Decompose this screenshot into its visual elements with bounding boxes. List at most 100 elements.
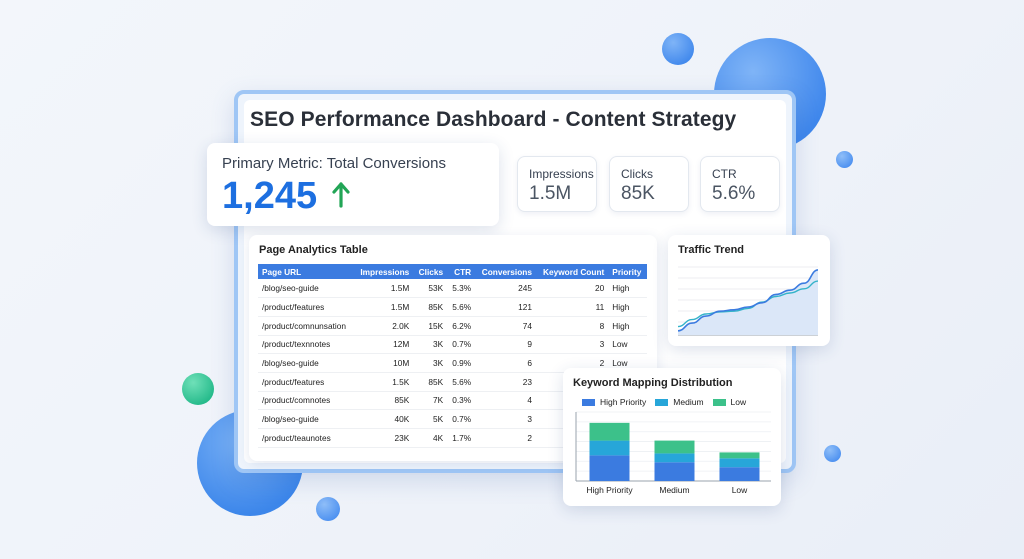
table-row[interactable]: /blog/seo-guide 1.5M 53K 5.3% 245 20 High bbox=[258, 279, 647, 299]
table-title: Page Analytics Table bbox=[259, 244, 368, 256]
legend-label: High Priority bbox=[600, 397, 647, 407]
primary-metric-label: Primary Metric: Total Conversions bbox=[222, 155, 446, 172]
table-cell: /product/comnunsation bbox=[258, 316, 354, 336]
table-cell: 7K bbox=[413, 391, 448, 411]
keyword-mapping-card: Keyword Mapping Distribution High Priori… bbox=[563, 368, 781, 506]
table-cell: /product/features bbox=[258, 372, 354, 392]
table-cell: 3 bbox=[535, 335, 609, 355]
column-header[interactable]: Keyword Count bbox=[535, 264, 609, 279]
x-tick-label: High Priority bbox=[586, 485, 633, 495]
legend-swatch bbox=[582, 398, 595, 406]
x-tick-label: Low bbox=[732, 485, 748, 495]
table-cell: /blog/seo-guide bbox=[258, 353, 354, 373]
table-cell: /product/features bbox=[258, 297, 354, 317]
table-cell: 1.5K bbox=[353, 372, 414, 392]
table-cell: 2.0K bbox=[353, 316, 414, 336]
table-cell: High bbox=[608, 297, 647, 317]
table-cell: 23 bbox=[475, 372, 536, 392]
legend-swatch bbox=[712, 398, 726, 406]
traffic-trend-chart bbox=[677, 266, 819, 336]
trend-line-secondary bbox=[677, 280, 819, 328]
table-cell: 10M bbox=[353, 353, 414, 373]
table-row[interactable]: /product/features 1.5M 85K 5.6% 121 11 High bbox=[258, 297, 647, 317]
column-header[interactable]: Conversions bbox=[475, 264, 536, 279]
trend-line-primary bbox=[677, 269, 819, 332]
bar-segment bbox=[589, 440, 630, 456]
table-cell: /blog/seo-guide bbox=[258, 409, 354, 429]
table-cell: /blog/seo-guide bbox=[258, 279, 354, 299]
table-cell: 9 bbox=[475, 335, 536, 355]
chart-legend: High Priority Medium Low bbox=[582, 397, 746, 407]
table-cell: 6.2% bbox=[447, 316, 476, 336]
column-header[interactable]: Page URL bbox=[258, 264, 354, 279]
trend-area bbox=[678, 269, 818, 335]
table-cell: 74 bbox=[475, 316, 536, 336]
table-cell: 3 bbox=[475, 409, 536, 429]
table-cell: /product/comnotes bbox=[258, 391, 354, 411]
table-cell: 0.9% bbox=[447, 353, 476, 373]
table-cell: 1.5M bbox=[353, 297, 414, 317]
metric-value: 85K bbox=[621, 183, 655, 204]
legend-item: Low bbox=[712, 397, 747, 407]
table-cell: Low bbox=[608, 335, 647, 355]
table-cell: 1.7% bbox=[447, 428, 476, 448]
table-cell: 2 bbox=[475, 428, 536, 448]
column-header[interactable]: Priority bbox=[608, 264, 647, 279]
table-header-row: Page URL Impressions Clicks CTR Conversions K… bbox=[258, 264, 647, 279]
page-analytics-table: Page URL Impressions Clicks CTR Conversions K… bbox=[258, 264, 647, 448]
decorative-circle bbox=[182, 373, 214, 405]
legend-item: Medium bbox=[655, 397, 704, 407]
table-cell: 5.6% bbox=[447, 297, 476, 317]
table-cell: 0.3% bbox=[447, 391, 476, 411]
table-cell: 23K bbox=[353, 428, 414, 448]
metric-value: 5.6% bbox=[712, 183, 756, 204]
keyword-bar-chart: High Priority Medium Low bbox=[575, 411, 771, 495]
bar-segment bbox=[654, 453, 695, 463]
table-cell: 0.7% bbox=[447, 335, 476, 355]
column-header[interactable]: Clicks bbox=[413, 264, 448, 279]
table-cell: 40K bbox=[353, 409, 414, 429]
bar-segment bbox=[654, 440, 695, 454]
bar-segment bbox=[719, 452, 760, 459]
bar-segment bbox=[719, 458, 760, 468]
column-header[interactable]: Impressions bbox=[353, 264, 414, 279]
table-cell: 121 bbox=[475, 297, 536, 317]
bar-segment bbox=[654, 462, 695, 481]
table-cell: 6 bbox=[475, 353, 536, 373]
metric-label: Impressions bbox=[529, 167, 594, 181]
legend-label: Medium bbox=[673, 397, 704, 407]
legend-item: High Priority bbox=[582, 397, 646, 407]
table-row[interactable]: /product/texnnotes 12M 3K 0.7% 9 3 Low bbox=[258, 335, 647, 355]
table-cell: 85K bbox=[413, 372, 448, 392]
metric-label: CTR bbox=[712, 167, 737, 181]
decorative-circle bbox=[836, 151, 853, 168]
table-cell: /product/texnnotes bbox=[258, 335, 354, 355]
clicks-card: Clicks 85K bbox=[609, 156, 689, 212]
ctr-card: CTR 5.6% bbox=[700, 156, 780, 212]
table-cell: 85K bbox=[353, 391, 414, 411]
bar-segment bbox=[589, 455, 630, 481]
table-cell: 4K bbox=[413, 428, 448, 448]
table-cell: 85K bbox=[413, 297, 448, 317]
table-cell: 245 bbox=[475, 279, 536, 299]
table-cell: 11 bbox=[535, 297, 609, 317]
arrow-up-icon bbox=[332, 182, 350, 208]
primary-metric-value: 1,245 bbox=[222, 175, 318, 217]
table-cell: 8 bbox=[535, 316, 609, 336]
table-cell: 3K bbox=[413, 353, 448, 373]
table-row[interactable]: /product/comnunsation 2.0K 15K 6.2% 74 8 High bbox=[258, 316, 647, 336]
chart-title: Traffic Trend bbox=[678, 244, 745, 256]
metric-label: Clicks bbox=[621, 167, 653, 181]
table-cell: /product/teaunotes bbox=[258, 428, 354, 448]
legend-label: Low bbox=[730, 397, 747, 407]
chart-title: Keyword Mapping Distribution bbox=[573, 377, 733, 389]
page-title: SEO Performance Dashboard - Content Stra… bbox=[250, 108, 737, 131]
table-cell: 12M bbox=[353, 335, 414, 355]
decorative-circle bbox=[662, 33, 694, 65]
table-cell: 15K bbox=[413, 316, 448, 336]
primary-metric-card: Primary Metric: Total Conversions 1,245 bbox=[207, 143, 499, 226]
decorative-circle bbox=[824, 445, 841, 462]
column-header[interactable]: CTR bbox=[447, 264, 476, 279]
table-cell: 1.5M bbox=[353, 279, 414, 299]
table-cell: High bbox=[608, 316, 647, 336]
